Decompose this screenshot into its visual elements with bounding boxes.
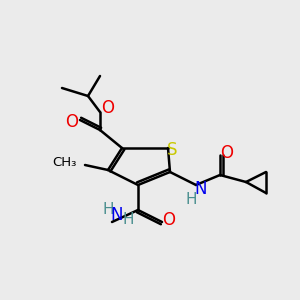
Text: H: H <box>102 202 114 217</box>
Text: H: H <box>185 191 197 206</box>
Text: N: N <box>195 180 207 198</box>
Text: S: S <box>167 141 177 159</box>
Text: O: O <box>220 144 233 162</box>
Text: H: H <box>122 212 134 227</box>
Text: N: N <box>111 206 123 224</box>
Text: CH₃: CH₃ <box>52 157 77 169</box>
Text: O: O <box>65 113 79 131</box>
Text: O: O <box>101 99 115 117</box>
Text: O: O <box>163 211 176 229</box>
